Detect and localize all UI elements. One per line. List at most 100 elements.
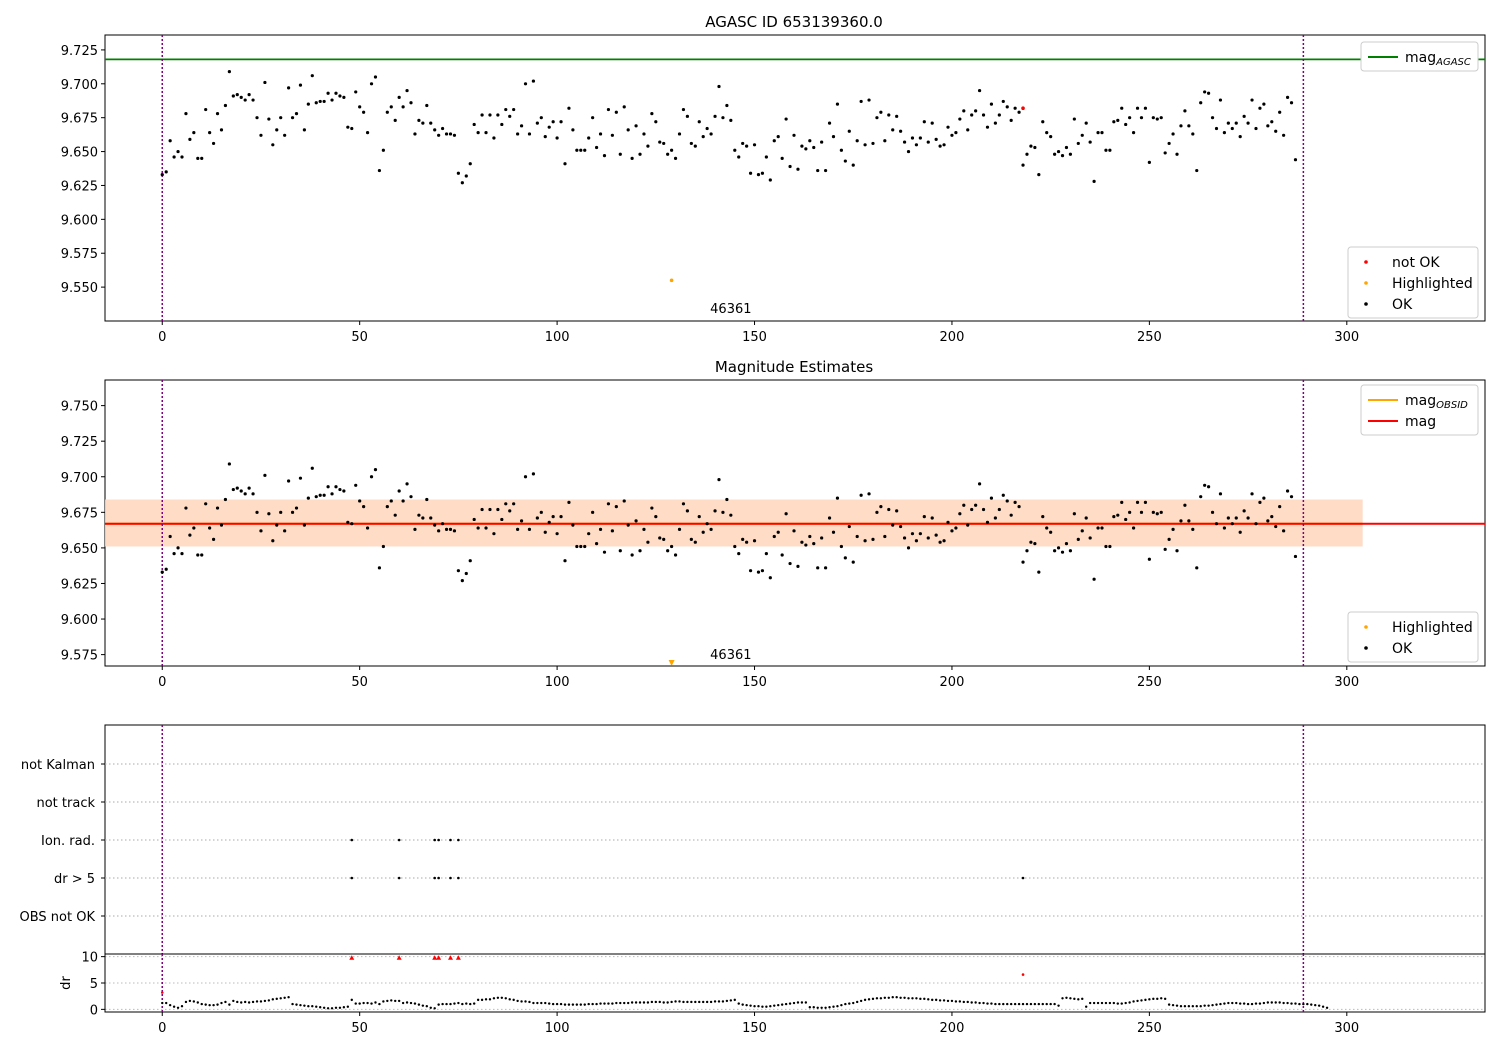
dr-point [279,997,282,1000]
ok-point [906,149,911,154]
ok-point [1017,110,1021,114]
dr-point [990,1002,993,1005]
ok-point [480,507,484,512]
ok-point [1104,148,1108,152]
ok-point [713,509,717,513]
ok-point [1116,118,1120,122]
ok-point [1282,133,1286,137]
ok-point [1179,124,1183,128]
ok-point [1175,152,1179,156]
ok-point [1143,500,1148,504]
dr-point [433,1007,436,1010]
ok-point [377,168,382,173]
ok-point [1163,547,1167,551]
dr-point [962,1000,965,1004]
dr-point [1203,1004,1206,1007]
ok-point [800,540,804,544]
ok-point [985,125,990,129]
ok-point [1195,566,1199,570]
ok-point [1230,126,1234,131]
ok-point [1056,149,1061,154]
ok-point [1218,492,1223,496]
y-tick-label: 9.625 [61,179,98,194]
dr-point [919,997,922,1001]
ok-point [910,532,915,536]
ok-point [1270,120,1274,124]
ok-point [176,546,180,550]
ok-point [559,120,563,124]
dr-point [749,1004,752,1007]
dr-point [832,1005,835,1008]
dr-point [524,1000,527,1003]
ok-point [287,479,291,483]
ok-point [614,505,618,509]
ok-point [259,133,263,137]
ok-point [816,168,820,173]
ok-point [681,107,686,112]
ok-point [879,110,883,114]
dr-point [1085,1005,1088,1008]
dr-point [721,1000,725,1003]
ok-point [223,103,228,108]
ok-point [362,110,366,114]
dr-point [757,1005,760,1008]
ok-point [918,532,922,536]
ok-point [330,492,334,496]
ok-point [1234,516,1238,520]
dr-point [911,997,914,1000]
dr-point [717,1000,721,1003]
ok-point [693,540,697,544]
ok-point [1124,122,1128,127]
dr-point [318,1006,322,1009]
dr-point [445,1002,448,1006]
ok-point [373,75,378,79]
ok-point [725,497,729,502]
dr-point [812,1006,815,1009]
ok-point [243,492,247,496]
ok-point [989,102,994,106]
ok-point [1017,505,1021,509]
ok-point [1155,512,1159,516]
ok-point [338,94,342,98]
x-tick-label: 300 [1334,330,1359,345]
ok-point [571,523,575,527]
ok-point [981,507,986,512]
ok-point [1128,116,1132,120]
ok-point [531,472,536,476]
ok-point [1187,519,1191,523]
dr-point [804,1001,808,1004]
ok-point [267,512,271,516]
ok-point [922,120,926,124]
ok-point [215,112,220,116]
ok-point [235,93,239,97]
ok-point [887,113,891,117]
ok-point [192,526,196,530]
ok-point [255,116,259,120]
ok-point [551,514,555,519]
ok-point [1175,549,1179,553]
ok-point [914,539,919,543]
ok-point [1001,493,1005,497]
dr-point [271,998,275,1001]
dr-point [283,996,286,999]
legend-point-swatch [1364,646,1368,650]
ok-point [1135,500,1140,504]
ok-point [405,88,409,93]
dr-point [1092,1001,1096,1005]
dr-point [587,1002,590,1006]
ok-point [1179,519,1183,523]
ok-point [219,523,224,527]
dr-point [690,1000,693,1004]
dr-point [709,1000,713,1004]
ok-point [654,514,658,519]
ok-point [196,156,200,160]
ok-point [306,102,310,106]
ok-point [654,120,658,124]
ok-point [508,509,512,513]
ok-point [934,533,938,537]
ok-point [883,534,887,539]
dr-point [457,1001,460,1005]
ok-point [1088,536,1092,540]
ok-point [1064,542,1069,546]
ok-point [354,90,358,94]
